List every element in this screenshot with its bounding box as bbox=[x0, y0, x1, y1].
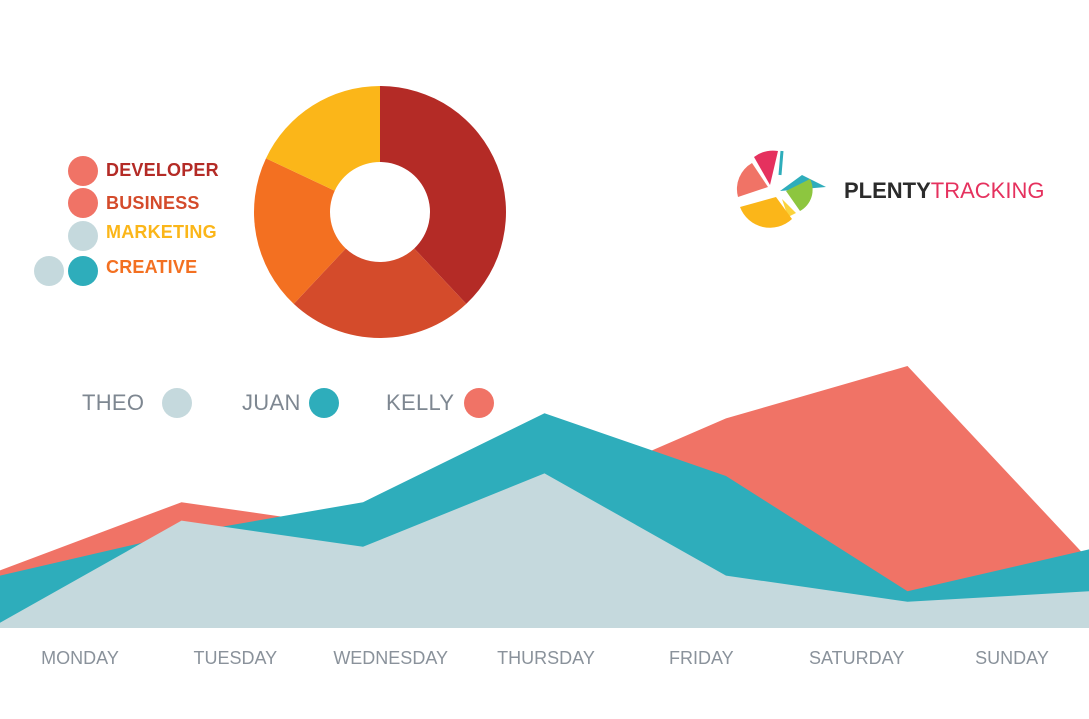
donut-slice-creative bbox=[254, 158, 346, 304]
x-tick-label-saturday: SATURDAY bbox=[808, 648, 905, 668]
legend-dot-creative bbox=[68, 256, 98, 286]
legend-label-creative: CREATIVE bbox=[106, 257, 198, 277]
series-dot-juan bbox=[309, 388, 339, 418]
area-chart bbox=[0, 366, 1089, 628]
donut-chart bbox=[254, 86, 507, 339]
legend-dot-business bbox=[68, 188, 98, 218]
legend-dot-developer bbox=[68, 156, 98, 186]
series-label-juan: JUAN bbox=[242, 390, 301, 415]
area-series-theo bbox=[0, 473, 1089, 628]
series-dot-theo bbox=[162, 388, 192, 418]
donut-slice-business bbox=[293, 248, 467, 339]
legend-label-business: BUSINESS bbox=[106, 193, 200, 213]
brand-name: PLENTYTRACKING bbox=[844, 178, 1044, 204]
brand-name-bold: PLENTY bbox=[844, 178, 931, 203]
legend-label-marketing: MARKETING bbox=[106, 222, 217, 242]
plenty-tracking-logo-icon bbox=[736, 150, 826, 228]
x-tick-label-wednesday: WEDNESDAY bbox=[333, 648, 448, 668]
brand-name-light: TRACKING bbox=[930, 178, 1045, 203]
legend-dot-creative-pale bbox=[34, 256, 64, 286]
x-tick-label-friday: FRIDAY bbox=[668, 648, 734, 668]
x-tick-label-monday: MONDAY bbox=[41, 648, 119, 668]
donut-slice-developer bbox=[380, 86, 507, 304]
x-tick-label-tuesday: TUESDAY bbox=[193, 648, 278, 668]
donut-slice-marketing bbox=[265, 86, 380, 191]
x-tick-label-sunday: SUNDAY bbox=[975, 648, 1049, 668]
legend-label-developer: DEVELOPER bbox=[106, 160, 219, 180]
series-label-kelly: KELLY bbox=[386, 390, 455, 415]
series-label-theo: THEO bbox=[82, 390, 145, 415]
series-dot-kelly bbox=[464, 388, 494, 418]
legend-dot-marketing bbox=[68, 221, 98, 251]
x-tick-label-thursday: THURSDAY bbox=[497, 648, 595, 668]
